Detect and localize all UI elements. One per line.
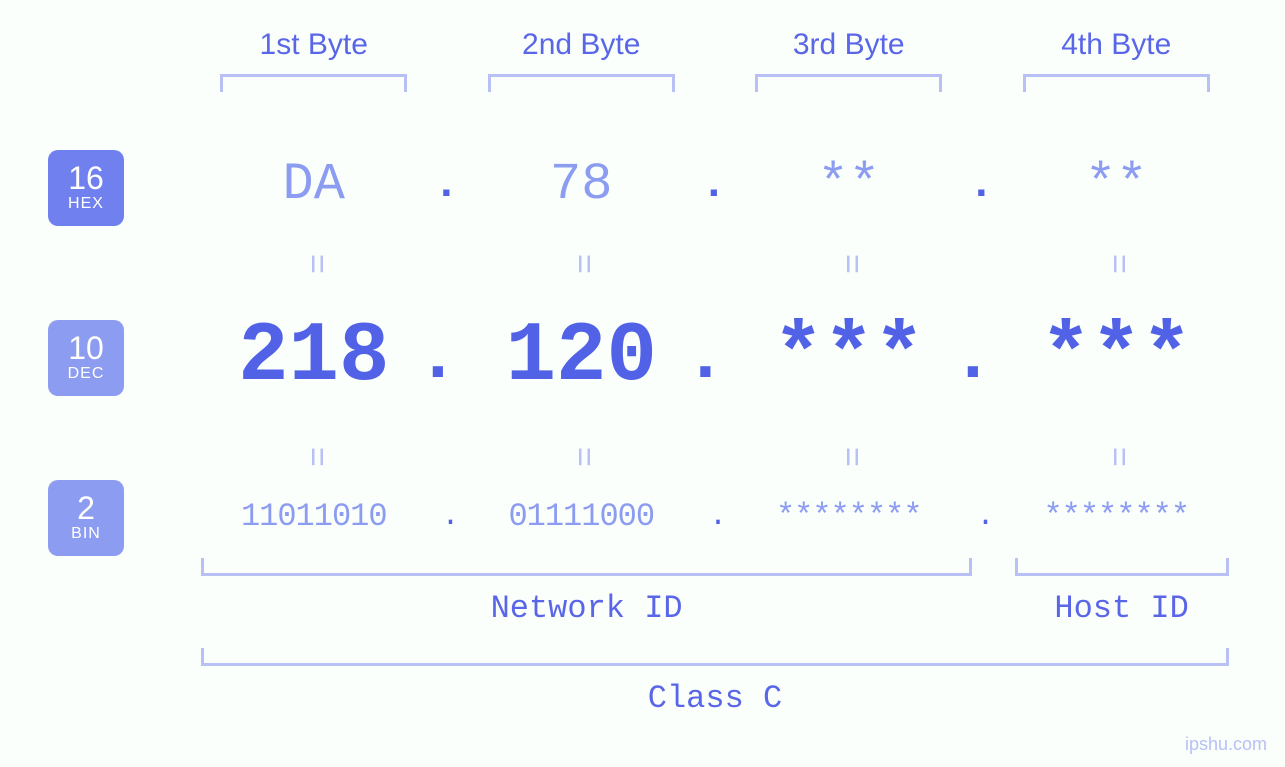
host-id-label: Host ID: [1015, 590, 1229, 627]
badge-label: HEX: [68, 194, 104, 215]
byte-header-label: 3rd Byte: [715, 28, 983, 62]
hex-value: **: [1085, 155, 1147, 214]
class-bracket-icon: [201, 648, 1228, 666]
byte-headers-row: 1st Byte 2nd Byte 3rd Byte 4th Byte: [180, 28, 1250, 92]
dec-value: 120: [506, 310, 657, 405]
dec-value: ***: [1041, 310, 1192, 405]
network-id-label: Network ID: [201, 590, 971, 627]
byte-header-label: 2nd Byte: [448, 28, 716, 62]
badge-label: BIN: [71, 524, 101, 545]
equals-cell: =: [983, 438, 1251, 476]
class-label: Class C: [201, 680, 1228, 717]
bin-value: 01111000: [508, 498, 654, 535]
hex-value: DA: [283, 155, 345, 214]
equals-cell: =: [448, 245, 716, 283]
bin-byte-4: ********: [983, 498, 1251, 535]
equals-cell: =: [715, 245, 983, 283]
bin-byte-1: 11011010.: [180, 498, 448, 535]
dec-value: ***: [773, 310, 924, 405]
bin-value: ********: [1043, 498, 1189, 535]
equals-icon: =: [1097, 254, 1135, 274]
equals-icon: =: [295, 447, 333, 467]
equals-cell: =: [983, 245, 1251, 283]
bin-byte-2: 01111000.: [448, 498, 716, 535]
equals-icon: =: [562, 254, 600, 274]
byte-header-1: 1st Byte: [180, 28, 448, 92]
top-bracket-icon: [755, 74, 942, 92]
badge-base: 10: [68, 332, 104, 364]
dec-badge: 10 DEC: [48, 320, 124, 396]
bin-value: ********: [776, 498, 922, 535]
equals-cell: =: [180, 245, 448, 283]
badge-base: 16: [68, 162, 104, 194]
network-bracket-icon: [201, 558, 971, 576]
byte-header-label: 1st Byte: [180, 28, 448, 62]
bin-byte-3: ********.: [715, 498, 983, 535]
dec-value: 218: [238, 310, 389, 405]
equals-cell: =: [448, 438, 716, 476]
equals-icon: =: [830, 447, 868, 467]
equals-icon: =: [1097, 447, 1135, 467]
dec-row: 218. 120. ***. ***: [180, 310, 1250, 405]
dec-byte-4: ***: [983, 310, 1251, 405]
hex-badge: 16 HEX: [48, 150, 124, 226]
equals-cell: =: [180, 438, 448, 476]
badge-label: DEC: [68, 364, 105, 385]
watermark: ipshu.com: [1185, 734, 1267, 755]
byte-header-4: 4th Byte: [983, 28, 1251, 92]
equals-cell: =: [715, 438, 983, 476]
top-bracket-icon: [1023, 74, 1210, 92]
dec-byte-3: ***.: [715, 310, 983, 405]
equals-row: = = = =: [180, 438, 1250, 476]
equals-icon: =: [295, 254, 333, 274]
byte-header-3: 3rd Byte: [715, 28, 983, 92]
dec-byte-2: 120.: [448, 310, 716, 405]
host-bracket-icon: [1015, 558, 1229, 576]
bin-row: 11011010. 01111000. ********. ********: [180, 498, 1250, 535]
top-bracket-icon: [488, 74, 675, 92]
bin-value: 11011010: [241, 498, 387, 535]
hex-row: DA. 78. **. **: [180, 155, 1250, 214]
hex-byte-2: 78.: [448, 155, 716, 214]
equals-row: = = = =: [180, 245, 1250, 283]
dec-byte-1: 218.: [180, 310, 448, 405]
equals-icon: =: [830, 254, 868, 274]
bin-badge: 2 BIN: [48, 480, 124, 556]
byte-header-2: 2nd Byte: [448, 28, 716, 92]
equals-icon: =: [562, 447, 600, 467]
byte-header-label: 4th Byte: [983, 28, 1251, 62]
badge-base: 2: [77, 492, 95, 524]
hex-value: **: [818, 155, 880, 214]
hex-byte-4: **: [983, 155, 1251, 214]
hex-value: 78: [550, 155, 612, 214]
top-bracket-icon: [220, 74, 407, 92]
hex-byte-3: **.: [715, 155, 983, 214]
hex-byte-1: DA.: [180, 155, 448, 214]
